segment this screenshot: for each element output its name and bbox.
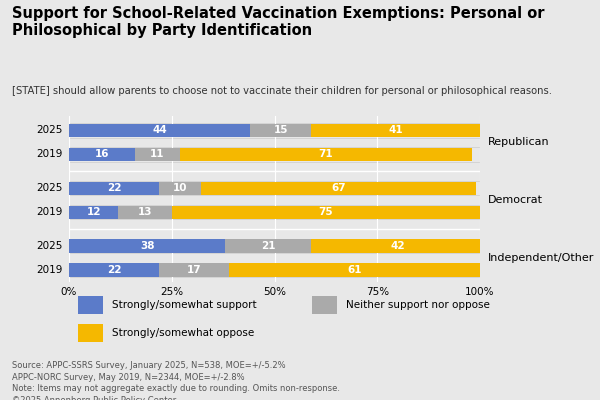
Bar [69, 148, 135, 161]
Text: 22: 22 [107, 183, 121, 193]
Text: 17: 17 [187, 265, 202, 275]
Bar [311, 124, 480, 137]
Text: Neither support nor oppose: Neither support nor oppose [346, 300, 490, 310]
Text: [STATE] should allow parents to choose not to vaccinate their children for perso: [STATE] should allow parents to choose n… [12, 86, 552, 96]
Bar [311, 239, 484, 252]
Text: 44: 44 [152, 126, 167, 136]
Text: 2025: 2025 [37, 183, 63, 193]
Bar [69, 206, 118, 219]
Text: 67: 67 [331, 183, 346, 193]
Bar [229, 263, 480, 276]
Text: Independent/Other: Independent/Other [488, 253, 595, 263]
Text: 22: 22 [107, 265, 121, 275]
Bar [160, 182, 200, 195]
Bar [69, 263, 160, 276]
Bar [69, 182, 160, 195]
Text: 2025: 2025 [37, 126, 63, 136]
Text: Republican: Republican [488, 138, 550, 148]
Text: 2019: 2019 [37, 150, 63, 160]
Text: 71: 71 [319, 150, 333, 160]
Text: 21: 21 [261, 241, 275, 251]
Text: Source: APPC-SSRS Survey, January 2025, N=538, MOE=+/-5.2%
APPC-NORC Survey, May: Source: APPC-SSRS Survey, January 2025, … [12, 361, 340, 400]
Text: 12: 12 [86, 207, 101, 217]
Text: 61: 61 [347, 265, 362, 275]
Text: 2019: 2019 [37, 265, 63, 275]
Text: Support for School-Related Vaccination Exemptions: Personal or
Philosophical by : Support for School-Related Vaccination E… [12, 6, 545, 38]
Text: Democrat: Democrat [488, 195, 543, 205]
Text: Strongly/somewhat oppose: Strongly/somewhat oppose [112, 328, 254, 338]
Text: 75: 75 [319, 207, 333, 217]
Bar [160, 263, 229, 276]
Bar [118, 206, 172, 219]
Text: 16: 16 [95, 150, 109, 160]
Bar [225, 239, 311, 252]
Bar [135, 148, 180, 161]
Text: 15: 15 [274, 126, 288, 136]
Text: 11: 11 [150, 150, 164, 160]
Bar [200, 182, 476, 195]
Text: Strongly/somewhat support: Strongly/somewhat support [112, 300, 257, 310]
Bar [172, 206, 480, 219]
Bar [180, 148, 472, 161]
Text: 13: 13 [138, 207, 152, 217]
Text: 41: 41 [388, 126, 403, 136]
Bar [69, 239, 225, 252]
Bar [250, 124, 311, 137]
Bar [69, 124, 250, 137]
Text: 38: 38 [140, 241, 154, 251]
Text: 2019: 2019 [37, 207, 63, 217]
Text: 2025: 2025 [37, 241, 63, 251]
Text: 10: 10 [173, 183, 187, 193]
Text: 42: 42 [391, 241, 405, 251]
